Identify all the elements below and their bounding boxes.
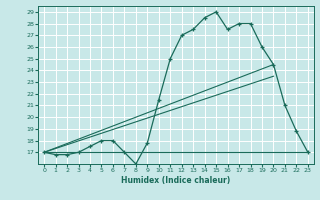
X-axis label: Humidex (Indice chaleur): Humidex (Indice chaleur) bbox=[121, 176, 231, 185]
